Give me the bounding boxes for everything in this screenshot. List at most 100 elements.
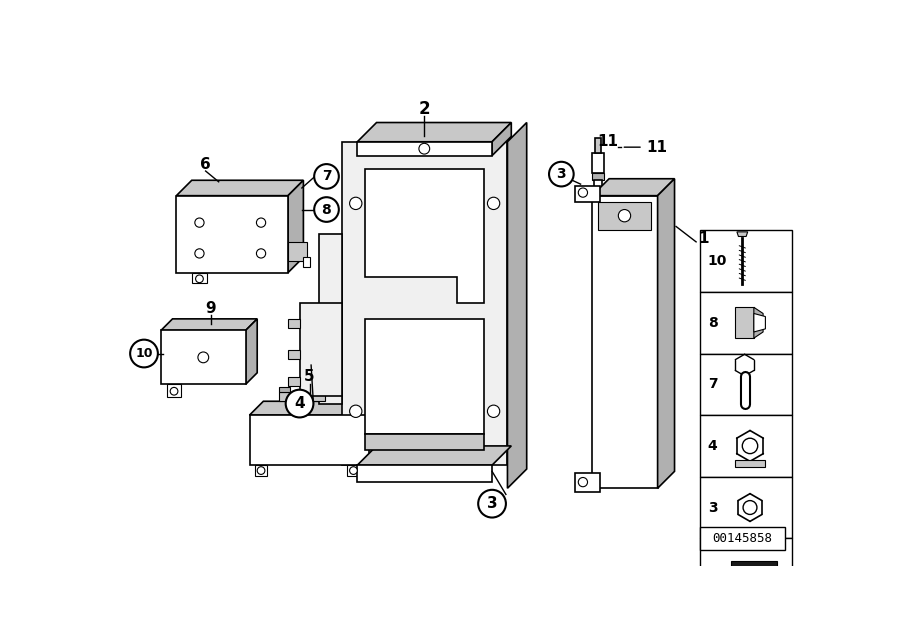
Polygon shape [249, 415, 369, 465]
Circle shape [257, 467, 265, 474]
Polygon shape [279, 392, 325, 401]
Circle shape [198, 352, 209, 363]
Circle shape [349, 405, 362, 417]
Polygon shape [176, 180, 303, 196]
Polygon shape [279, 387, 291, 392]
Polygon shape [365, 319, 484, 434]
Polygon shape [288, 350, 300, 359]
Circle shape [349, 197, 362, 209]
Polygon shape [192, 273, 207, 284]
Text: 2: 2 [418, 100, 430, 118]
Polygon shape [288, 180, 303, 273]
Text: 6: 6 [200, 157, 211, 172]
Polygon shape [592, 153, 605, 172]
Polygon shape [369, 401, 382, 465]
Text: 3: 3 [487, 496, 498, 511]
Text: 1: 1 [698, 230, 709, 245]
Circle shape [256, 249, 266, 258]
Circle shape [195, 275, 203, 282]
Circle shape [579, 188, 588, 197]
Polygon shape [347, 465, 360, 476]
Polygon shape [303, 258, 310, 266]
Text: 10: 10 [707, 254, 727, 268]
Text: 7: 7 [321, 169, 331, 183]
Polygon shape [592, 172, 605, 180]
Polygon shape [249, 401, 382, 415]
Circle shape [488, 197, 500, 209]
FancyBboxPatch shape [700, 354, 792, 415]
Polygon shape [734, 460, 765, 467]
Polygon shape [754, 307, 763, 338]
Text: 4: 4 [707, 439, 717, 453]
Polygon shape [255, 465, 267, 476]
FancyBboxPatch shape [700, 230, 792, 292]
Polygon shape [575, 186, 599, 202]
Polygon shape [288, 242, 307, 261]
Text: 10: 10 [135, 347, 153, 360]
Polygon shape [357, 142, 492, 156]
Circle shape [194, 249, 204, 258]
Polygon shape [734, 307, 754, 338]
Text: 11: 11 [597, 134, 618, 149]
Circle shape [349, 467, 357, 474]
Circle shape [285, 390, 313, 417]
Polygon shape [288, 319, 300, 328]
Text: 5: 5 [304, 369, 315, 384]
Circle shape [170, 387, 178, 395]
Circle shape [314, 164, 338, 189]
Text: 00145858: 00145858 [712, 532, 772, 545]
Polygon shape [357, 465, 492, 482]
Circle shape [742, 438, 758, 453]
Polygon shape [658, 179, 674, 488]
Polygon shape [319, 234, 342, 404]
Circle shape [488, 405, 500, 417]
Polygon shape [575, 473, 599, 492]
Circle shape [194, 218, 204, 227]
Circle shape [579, 478, 588, 487]
Polygon shape [357, 123, 511, 142]
Polygon shape [592, 179, 674, 196]
Text: 7: 7 [707, 377, 717, 391]
Circle shape [618, 209, 631, 222]
Circle shape [743, 501, 757, 515]
Polygon shape [365, 169, 484, 303]
Polygon shape [357, 446, 511, 465]
Text: 4: 4 [294, 396, 305, 411]
FancyBboxPatch shape [700, 415, 792, 477]
Text: 3: 3 [556, 167, 566, 181]
Polygon shape [161, 319, 257, 331]
Text: 8: 8 [707, 315, 717, 329]
Text: 11: 11 [646, 140, 667, 155]
Polygon shape [288, 377, 300, 386]
Polygon shape [595, 138, 601, 153]
FancyBboxPatch shape [700, 477, 792, 538]
Polygon shape [592, 196, 658, 488]
Text: 3: 3 [707, 501, 717, 515]
Polygon shape [492, 123, 511, 156]
Circle shape [478, 490, 506, 518]
FancyBboxPatch shape [700, 527, 785, 550]
Polygon shape [737, 232, 748, 237]
Polygon shape [508, 123, 526, 488]
Polygon shape [365, 434, 484, 450]
Circle shape [314, 197, 338, 222]
Circle shape [130, 340, 158, 368]
Polygon shape [342, 142, 508, 465]
Circle shape [549, 162, 573, 186]
FancyBboxPatch shape [700, 292, 792, 354]
Polygon shape [731, 562, 777, 577]
Polygon shape [598, 202, 652, 230]
FancyBboxPatch shape [700, 538, 792, 600]
Circle shape [256, 218, 266, 227]
Polygon shape [161, 331, 246, 384]
Polygon shape [595, 180, 602, 193]
Polygon shape [167, 384, 181, 397]
Polygon shape [731, 577, 742, 586]
Text: 8: 8 [321, 202, 331, 216]
Polygon shape [754, 314, 765, 332]
Circle shape [418, 143, 429, 154]
Polygon shape [246, 319, 257, 384]
Polygon shape [176, 196, 288, 273]
Polygon shape [300, 303, 342, 396]
Text: 9: 9 [206, 301, 216, 316]
